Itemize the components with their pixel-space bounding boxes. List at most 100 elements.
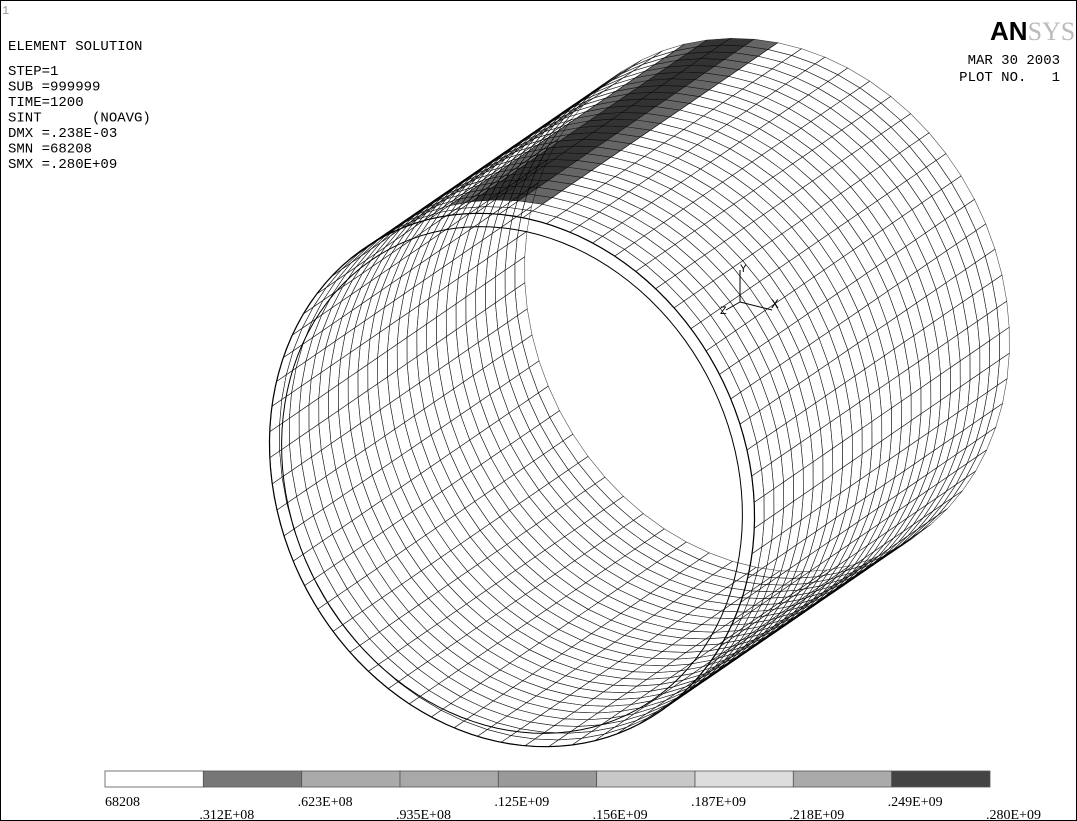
mesh-element — [907, 490, 928, 518]
mesh-element — [931, 374, 941, 407]
mesh-element — [880, 434, 892, 466]
mesh-element — [645, 536, 677, 556]
mesh-element — [899, 421, 911, 453]
legend-swatch — [105, 771, 203, 787]
mesh-element — [730, 142, 762, 162]
mesh-element — [498, 637, 530, 657]
mesh-element — [980, 341, 990, 374]
mesh-element — [485, 200, 518, 208]
mesh-element — [623, 672, 656, 680]
mesh-element — [691, 169, 723, 189]
triad-y-label: Y — [740, 264, 747, 276]
mesh-element — [960, 354, 970, 387]
mesh-element — [488, 643, 520, 663]
mesh-element — [427, 292, 439, 324]
info-line: SMN =68208 — [8, 142, 92, 158]
legend-label: .125E+09 — [494, 795, 549, 810]
mesh-element — [997, 301, 1009, 334]
mesh-element — [799, 95, 831, 115]
mesh-element — [891, 401, 901, 434]
mesh-element — [672, 638, 705, 646]
mesh-element — [627, 711, 658, 727]
legend-swatch — [302, 771, 400, 787]
mesh-element — [427, 317, 437, 350]
mesh-element — [815, 57, 848, 75]
mesh-element — [829, 511, 846, 542]
mesh-element — [671, 182, 703, 202]
info-line: SUB =999999 — [8, 80, 100, 96]
mesh-element — [868, 517, 889, 545]
mesh-element — [505, 264, 515, 297]
mesh-element — [394, 270, 411, 301]
mesh-element — [938, 394, 950, 426]
legend-label: .312E+08 — [199, 808, 254, 821]
mesh-element — [355, 297, 372, 328]
mesh-element — [723, 561, 757, 574]
mesh-element — [419, 690, 451, 710]
mesh-element — [397, 312, 409, 344]
mesh-element — [345, 304, 362, 335]
mesh-element — [495, 270, 505, 303]
mesh-element — [717, 587, 751, 597]
mesh-element — [299, 379, 311, 411]
window-number: 1 — [2, 4, 9, 18]
mesh-element — [407, 305, 419, 337]
mesh-element — [384, 277, 401, 308]
mesh-element — [417, 299, 429, 331]
mesh-element — [772, 508, 784, 540]
mesh-element — [688, 608, 722, 618]
mesh-element — [987, 360, 999, 392]
mesh-element — [882, 408, 892, 441]
mesh-element — [909, 414, 921, 446]
mesh-element — [456, 272, 468, 304]
mesh-element — [605, 563, 637, 583]
mesh-element — [540, 709, 574, 719]
mesh-element — [888, 471, 905, 502]
mesh-element — [517, 623, 549, 643]
legend-swatch — [695, 771, 793, 787]
mesh-element — [819, 518, 836, 549]
mesh-element — [358, 364, 368, 397]
mesh-element — [574, 705, 607, 713]
info-line: DMX =.238E-03 — [8, 126, 117, 142]
mesh-element — [741, 591, 774, 599]
mesh-element — [547, 603, 579, 623]
mesh-element — [862, 422, 872, 455]
mesh-element — [599, 668, 633, 678]
mesh-element — [898, 464, 915, 495]
legend-swatch — [892, 771, 990, 787]
mesh-element — [478, 650, 510, 670]
mesh-element — [566, 589, 598, 609]
mesh-element — [919, 407, 931, 439]
mesh-element — [466, 265, 478, 297]
plot-no: PLOT NO. 1 — [959, 70, 1060, 86]
triad: Y Z X — [720, 264, 779, 318]
mesh-element — [629, 648, 663, 658]
mesh-element — [371, 253, 392, 281]
mesh-element — [531, 715, 565, 725]
mesh-element — [662, 645, 695, 653]
frame — [1, 1, 1077, 821]
triad-x-label: X — [771, 297, 779, 312]
info-line: SMX =.280E+09 — [8, 157, 117, 173]
mesh-element — [889, 427, 901, 459]
mesh-element — [789, 102, 821, 122]
mesh-element — [319, 391, 329, 424]
legend-swatch — [400, 771, 498, 787]
mesh-element — [580, 682, 614, 692]
mesh-element — [710, 155, 742, 175]
legend-label: 68208 — [105, 795, 140, 810]
logo: ANSYS — [990, 16, 1075, 46]
mesh-element — [966, 450, 987, 478]
mesh-element — [436, 311, 446, 344]
mesh-element — [511, 729, 545, 739]
mesh-element — [515, 283, 527, 316]
mesh-element — [801, 488, 813, 520]
mesh-element — [791, 495, 803, 527]
mesh-element — [654, 529, 686, 549]
mesh-element — [507, 630, 539, 650]
mesh-element — [784, 475, 794, 508]
legend-label: .156E+09 — [593, 808, 648, 821]
mesh-element — [976, 410, 993, 441]
mesh-element — [602, 230, 634, 250]
